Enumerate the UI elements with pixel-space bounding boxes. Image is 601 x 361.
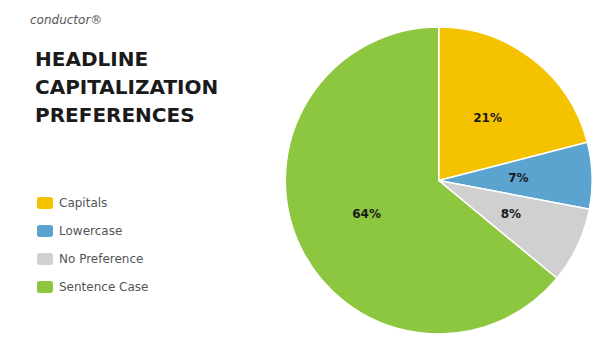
svg-text:7%: 7%	[508, 171, 528, 185]
svg-text:21%: 21%	[473, 111, 502, 125]
svg-text:64%: 64%	[352, 207, 381, 221]
svg-text:PREFERENCES: PREFERENCES	[35, 103, 195, 127]
svg-text:CAPITALIZATION: CAPITALIZATION	[35, 75, 218, 99]
svg-text:conductor®: conductor®	[30, 13, 102, 27]
svg-text:HEADLINE: HEADLINE	[35, 47, 148, 71]
svg-text:No Preference: No Preference	[59, 252, 143, 266]
svg-text:Capitals: Capitals	[59, 196, 107, 210]
svg-text:Sentence Case: Sentence Case	[59, 280, 148, 294]
svg-text:8%: 8%	[501, 207, 521, 221]
svg-text:Lowercase: Lowercase	[59, 224, 122, 238]
